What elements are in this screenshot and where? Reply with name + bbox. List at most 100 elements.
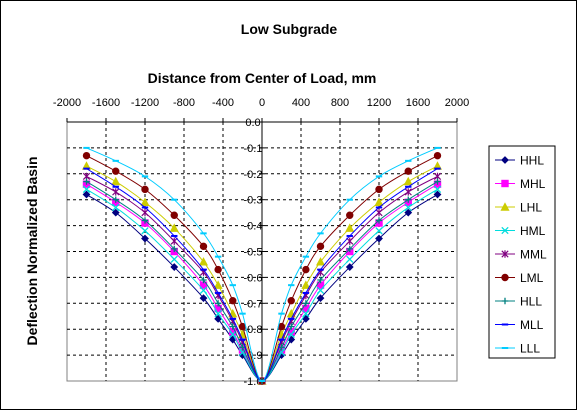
axes: -2000 -1600 -1200 -800 -400 0 400 800 1200 1600 20…: [53, 97, 469, 388]
x-tick-label: 800: [331, 97, 349, 109]
data-point: [112, 167, 120, 175]
data-point: [501, 226, 509, 235]
x-tick-label: -2000: [53, 97, 81, 109]
data-point: [112, 203, 120, 212]
legend-label: HML: [520, 224, 546, 238]
data-point: [83, 178, 90, 185]
data-point: [141, 234, 149, 243]
data-point: [345, 263, 354, 271]
data-point: [213, 280, 223, 289]
data-point: [315, 257, 326, 266]
data-point: [433, 151, 442, 160]
data-point: [169, 223, 179, 232]
legend-label: MHL: [520, 177, 546, 191]
x-tick-label: 0: [259, 97, 265, 109]
legend-item-hll: HLL: [495, 295, 542, 309]
y-tick-label: -0.6: [244, 272, 263, 284]
data-point: [403, 176, 413, 186]
data-point: [214, 314, 223, 323]
x-tick-label: -1600: [92, 97, 120, 109]
data-point: [404, 203, 412, 212]
data-point: [199, 286, 208, 295]
y-tick-label: -0.4: [244, 221, 263, 233]
data-point: [278, 344, 285, 351]
data-point: [82, 151, 91, 160]
data-point: [434, 178, 441, 185]
data-point: [346, 255, 354, 263]
legend-item-lhl: LHL: [495, 201, 542, 215]
data-point: [374, 197, 384, 206]
data-point: [239, 344, 246, 351]
x-tick-label: -400: [212, 97, 234, 109]
data-point: [111, 176, 121, 186]
x-tick-label: -800: [173, 97, 195, 109]
y-tick-label: -0.8: [244, 324, 263, 336]
data-point: [375, 234, 383, 243]
data-point: [404, 208, 413, 217]
data-point: [317, 276, 324, 284]
data-point: [112, 196, 119, 203]
legend-label: MML: [520, 248, 547, 262]
data-point: [345, 223, 355, 232]
data-point: [346, 237, 354, 245]
data-point: [198, 257, 209, 266]
legend-label: MLL: [520, 318, 544, 332]
x-tick-label: 400: [292, 97, 310, 109]
data-point: [287, 330, 295, 339]
data-point: [316, 242, 325, 251]
data-point: [404, 167, 412, 175]
legend-label: LML: [520, 271, 544, 285]
data-point: [214, 300, 222, 307]
series-group: [81, 146, 443, 385]
legend-label: LHL: [520, 201, 542, 215]
data-point: [112, 188, 120, 196]
data-point: [111, 208, 120, 217]
legend-label: HHL: [520, 154, 544, 168]
x-tick-label: -1200: [131, 97, 159, 109]
data-point: [171, 245, 178, 253]
data-point: [316, 294, 325, 303]
data-point: [501, 273, 509, 282]
data-point: [500, 202, 510, 211]
data-point: [229, 297, 237, 305]
legend-label: LLL: [520, 342, 540, 356]
data-point: [346, 245, 353, 253]
legend-item-mll: MLL: [495, 318, 544, 332]
data-point: [433, 190, 442, 199]
data-point: [501, 250, 509, 258]
legend-item-hml: HML: [495, 224, 546, 238]
data-point: [375, 227, 383, 235]
data-point: [301, 280, 311, 289]
data-point: [170, 211, 178, 219]
data-point: [141, 208, 149, 217]
data-point: [501, 179, 509, 188]
data-point: [433, 185, 442, 193]
data-point: [229, 323, 236, 330]
x-tick-label: 1600: [406, 97, 430, 109]
data-point: [316, 286, 325, 295]
data-point: [501, 156, 509, 164]
data-point: [375, 217, 383, 224]
data-point: [82, 185, 91, 193]
series-lll: [83, 146, 441, 382]
data-point: [238, 348, 247, 357]
x-tick-label: 2000: [445, 97, 469, 109]
data-point: [214, 265, 222, 274]
data-point: [170, 263, 179, 271]
y-axis-label: Deflection Normalized Basin: [24, 156, 40, 345]
y-tick-label: 0.0: [245, 117, 260, 129]
data-point: [200, 276, 207, 284]
data-point: [346, 211, 354, 219]
data-point: [170, 255, 178, 263]
y-tick-label: -0.5: [244, 247, 263, 259]
chart-title: Low Subgrade: [241, 21, 338, 37]
data-point: [375, 208, 383, 217]
data-point: [302, 300, 310, 307]
data-point: [302, 310, 310, 318]
y-tick-label: -0.1: [244, 143, 263, 155]
legend-item-lml: LML: [495, 271, 544, 285]
data-point: [140, 197, 150, 206]
x-tick-label: 1200: [367, 97, 391, 109]
data-point: [301, 314, 310, 323]
